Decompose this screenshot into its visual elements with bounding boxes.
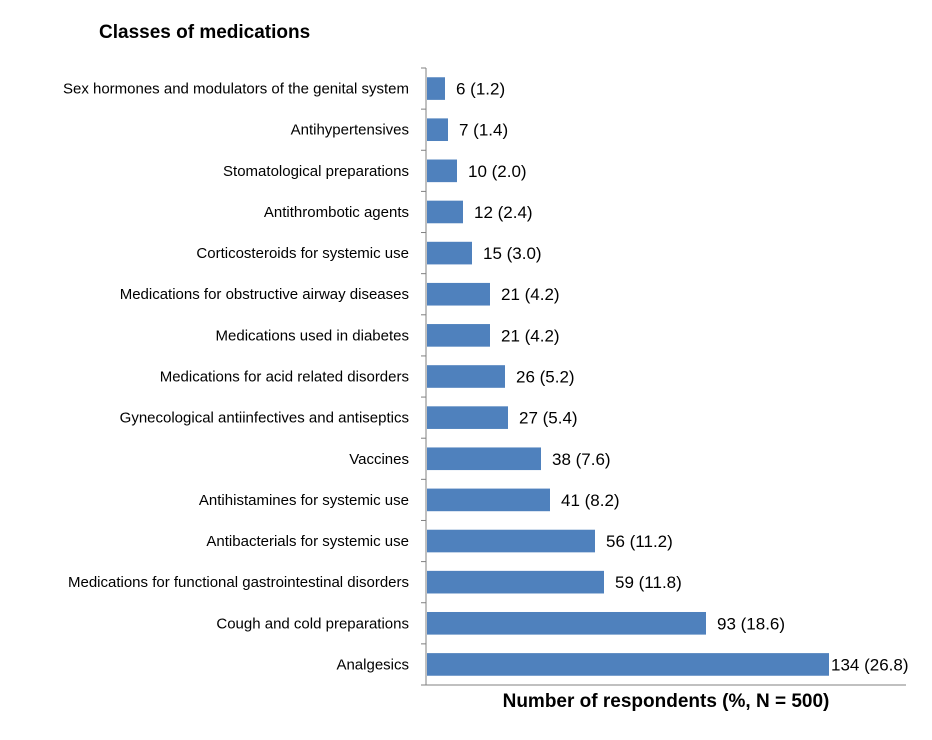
bar: [427, 159, 457, 183]
category-label: Antihistamines for systemic use: [199, 492, 409, 509]
data-label: 27 (5.4): [519, 409, 578, 428]
bar: [427, 241, 472, 265]
category-label: Gynecological antiinfectives and antisep…: [120, 410, 409, 427]
category-label: Medications used in diabetes: [216, 327, 409, 344]
bar: [427, 488, 550, 512]
category-label: Medications for obstructive airway disea…: [120, 286, 409, 303]
data-label: 41 (8.2): [561, 491, 620, 510]
category-label: Antibacterials for systemic use: [206, 533, 409, 550]
bar: [427, 611, 706, 635]
category-label: Corticosteroids for systemic use: [196, 245, 409, 262]
category-labels: Sex hormones and modulators of the genit…: [63, 81, 409, 674]
category-label: Antihypertensives: [291, 122, 409, 139]
bar: [427, 200, 463, 224]
data-label: 56 (11.2): [606, 532, 673, 551]
data-label: 38 (7.6): [552, 450, 611, 469]
data-labels: 6 (1.2) 7 (1.4) 10 (2.0) 12 (2.4) 15 (3.0) 21…: [456, 80, 909, 675]
x-axis-title: Number of respondents (%, N = 500): [503, 691, 830, 712]
category-label: Vaccines: [349, 451, 409, 468]
category-label: Medications for functional gastrointesti…: [68, 574, 409, 591]
data-label: 134 (26.8): [831, 655, 909, 674]
data-label: 6 (1.2): [456, 80, 505, 99]
data-label: 21 (4.2): [501, 285, 560, 304]
bars: [427, 77, 829, 676]
bar: [427, 118, 448, 142]
data-label: 21 (4.2): [501, 326, 560, 345]
bar: [427, 365, 505, 388]
category-label: Sex hormones and modulators of the genit…: [63, 81, 409, 98]
category-label: Antithrombotic agents: [264, 204, 409, 221]
category-label: Medications for acid related disorders: [160, 369, 409, 386]
y-axis-ticks: [421, 67, 426, 686]
data-label: 7 (1.4): [459, 121, 508, 140]
category-label: Cough and cold preparations: [216, 615, 409, 632]
bar: [427, 570, 604, 594]
bar: [427, 282, 490, 306]
bar: [427, 447, 541, 471]
bar: [427, 653, 829, 676]
data-label: 59 (11.8): [615, 573, 682, 592]
category-label: Analgesics: [336, 656, 409, 673]
data-label: 15 (3.0): [483, 244, 542, 263]
bar: [427, 406, 508, 429]
data-label: 10 (2.0): [468, 162, 527, 181]
bar: [427, 324, 490, 347]
data-label: 93 (18.6): [717, 614, 785, 633]
category-label: Stomatological preparations: [223, 163, 409, 180]
bar: [427, 77, 445, 100]
data-label: 26 (5.2): [516, 368, 575, 387]
data-label: 12 (2.4): [474, 203, 533, 222]
bar: [427, 529, 595, 553]
y-axis-title: Classes of medications: [99, 22, 310, 43]
